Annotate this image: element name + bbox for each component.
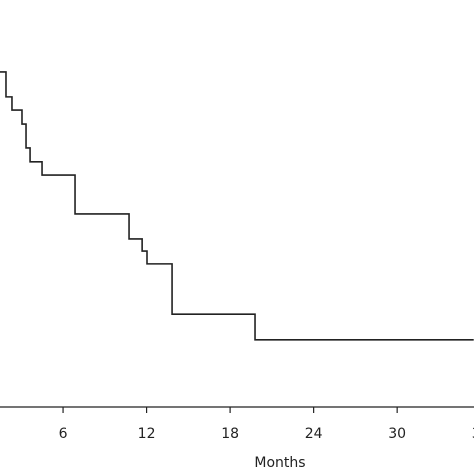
x-tick-label: 24 [305, 426, 323, 442]
x-tick-label: 6 [59, 426, 68, 442]
x-tick-label: 30 [388, 426, 406, 442]
x-axis-label: Months [254, 455, 305, 471]
survival-curve [0, 71, 474, 341]
x-tick-label: 18 [221, 426, 239, 442]
x-tick-label: 12 [138, 426, 156, 442]
x-tick-label: 36 [472, 426, 474, 442]
